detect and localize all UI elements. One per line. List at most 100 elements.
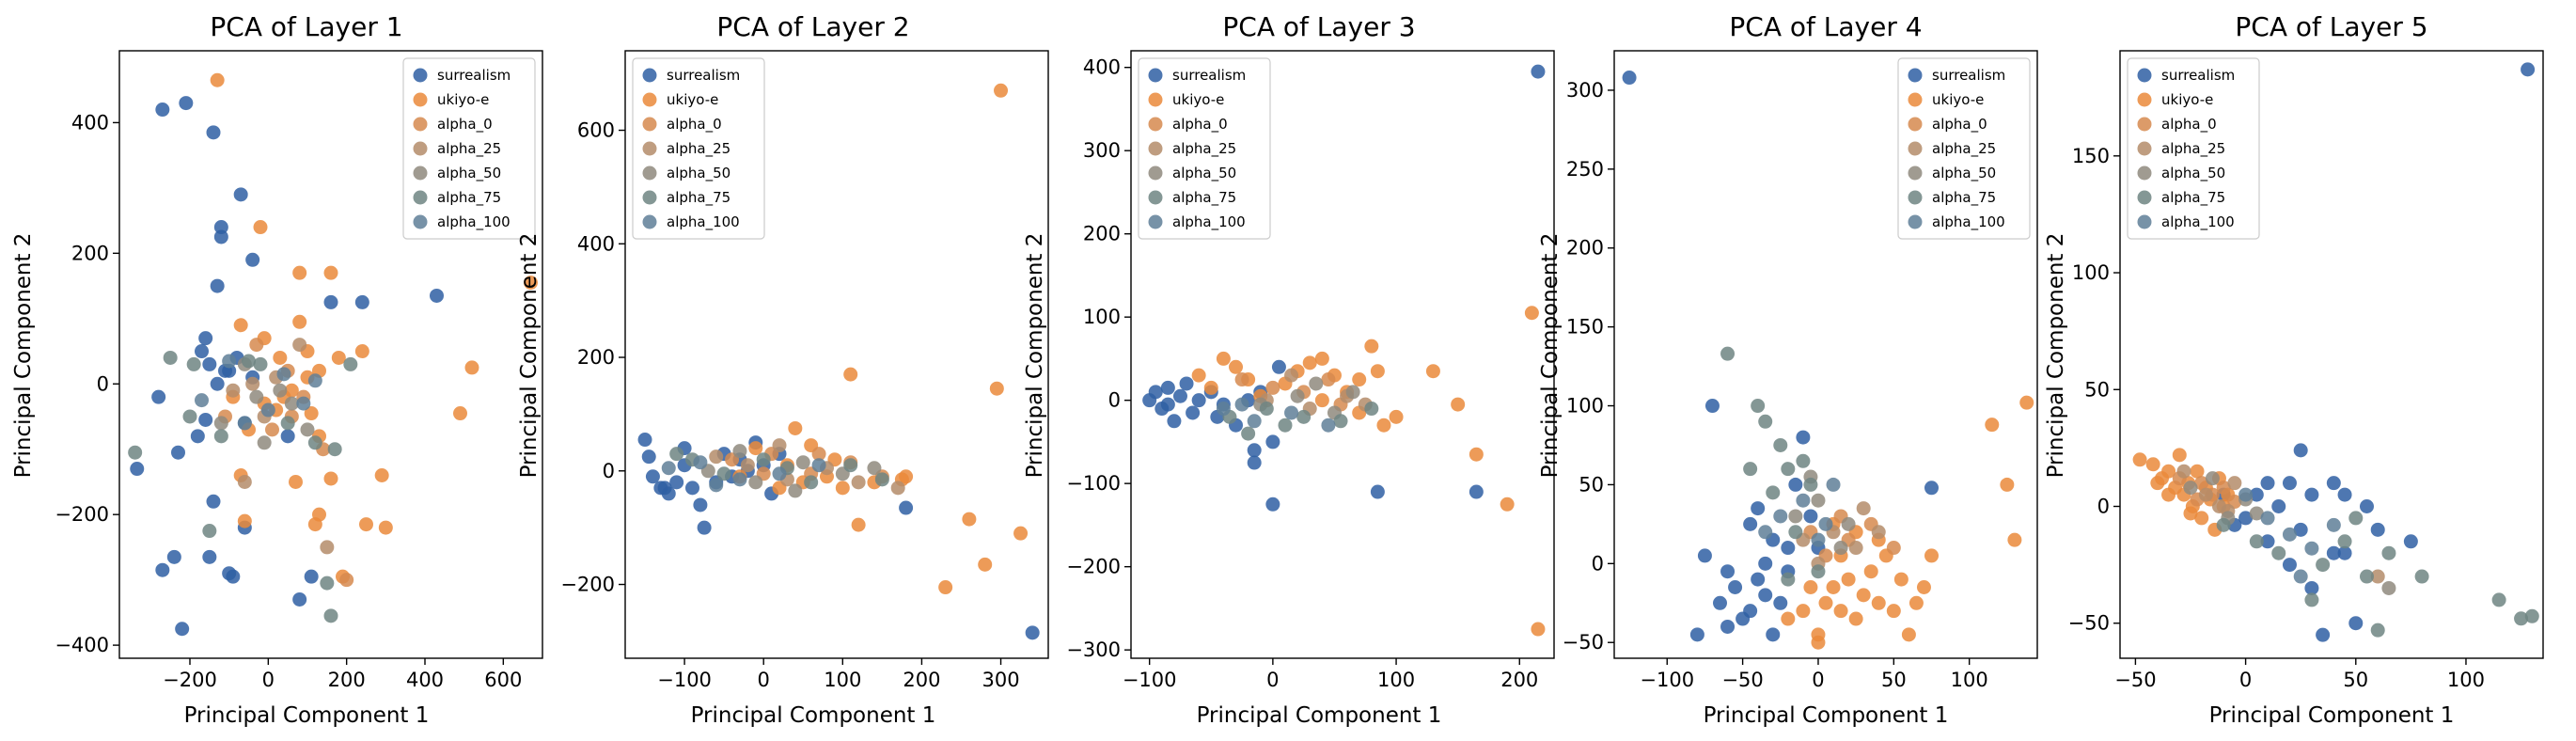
scatter-point <box>1916 579 1931 594</box>
x-tick-label: 300 <box>982 669 1019 691</box>
scatter-point <box>994 83 1009 98</box>
scatter-point <box>1781 541 1796 556</box>
y-tick-label: −400 <box>55 634 109 656</box>
legend-marker <box>2137 214 2152 229</box>
scatter-point <box>1908 595 1924 610</box>
legend-marker <box>1148 214 1163 229</box>
scatter-point <box>788 483 803 498</box>
legend-label: alpha_50 <box>667 165 730 182</box>
scatter-point <box>740 458 755 473</box>
legend-frame <box>1138 57 1271 240</box>
legend-label: alpha_75 <box>667 189 730 207</box>
scatter-point <box>1720 564 1736 579</box>
legend-marker <box>1148 141 1163 156</box>
scatter-point <box>1451 397 1466 412</box>
scatter-point <box>2491 592 2506 607</box>
scatter-point <box>1186 405 1201 420</box>
y-axis-label: Principal Component 2 <box>1538 233 1563 479</box>
scatter-point <box>788 420 803 435</box>
scatter-point <box>296 396 311 411</box>
y-tick-label: −300 <box>1066 639 1121 661</box>
legend-label: alpha_50 <box>1932 165 1996 182</box>
scatter-point <box>2198 487 2213 502</box>
scatter-point <box>1796 493 1811 508</box>
legend-marker <box>1148 117 1163 132</box>
scatter-point <box>1697 548 1712 563</box>
tick-group: −100 0 100 200 −300 −200 −100 0 100 200 300 400 <box>1066 56 1538 691</box>
subplot-title: PCA of Layer 3 <box>1222 11 1415 42</box>
y-tick-label: −100 <box>1066 472 1121 495</box>
scatter-point <box>453 406 467 421</box>
scatter-point <box>155 562 170 577</box>
x-tick-label: 200 <box>1500 669 1538 691</box>
y-tick-label: −50 <box>1563 631 1604 654</box>
scatter-point <box>645 469 660 484</box>
legend-marker <box>642 141 657 156</box>
scatter-point <box>962 512 977 527</box>
scatter-point <box>1160 380 1175 395</box>
x-tick-label: 100 <box>1951 669 1988 691</box>
scatter-point <box>1302 355 1317 370</box>
scatter-point <box>2304 592 2319 607</box>
scatter-point <box>2304 487 2319 502</box>
scatter-point <box>2161 464 2176 479</box>
scatter-point <box>1284 368 1299 383</box>
legend-label: surrealism <box>667 67 740 84</box>
scatter-point <box>195 393 209 408</box>
scatter-point <box>2260 476 2275 491</box>
scatter-point <box>2249 506 2264 521</box>
x-tick-label: 600 <box>484 669 522 691</box>
legend-marker <box>413 190 428 205</box>
scatter-point <box>323 608 338 623</box>
scatter-point <box>1234 372 1249 387</box>
y-axis-label: Principal Component 2 <box>11 233 36 479</box>
y-tick-label: 0 <box>2097 496 2110 518</box>
x-tick-label: 100 <box>1377 669 1415 691</box>
scatter-point <box>1871 525 1886 540</box>
scatter-point <box>874 472 889 487</box>
scatter-point <box>2304 580 2319 595</box>
scatter-point <box>210 72 225 87</box>
plot-frame <box>624 50 1049 659</box>
scatter-point <box>1758 414 1773 429</box>
x-tick-label: 200 <box>328 669 366 691</box>
scatter-point <box>1773 509 1788 524</box>
y-tick-label: 150 <box>1566 316 1604 339</box>
scatter-point <box>867 461 882 476</box>
scatter-point <box>1781 611 1796 626</box>
scatter-point <box>242 354 256 369</box>
y-tick-label: 600 <box>577 119 615 142</box>
legend-label: alpha_100 <box>1172 213 1246 231</box>
scatter-point <box>2326 545 2341 560</box>
scatter-point <box>292 338 307 353</box>
y-tick-label: 200 <box>1566 237 1604 260</box>
scatter-point <box>2337 534 2352 549</box>
scatter-point <box>1766 485 1781 500</box>
scatter-point <box>128 445 143 460</box>
x-tick-label: 0 <box>262 669 275 691</box>
plot-frame <box>1130 50 1555 659</box>
plot-frame <box>2119 50 2544 659</box>
scatter-point <box>1314 393 1329 408</box>
scatter-point <box>292 591 307 607</box>
y-tick-label: −200 <box>55 503 109 526</box>
legend-label: ukiyo-e <box>667 91 718 108</box>
scatter-point <box>307 373 322 388</box>
plot-frame <box>1613 50 2038 659</box>
y-tick-label: 50 <box>2084 378 2110 401</box>
scatter-point <box>1856 501 1871 516</box>
scatter-point <box>1886 541 1901 556</box>
legend-label: alpha_100 <box>667 213 740 231</box>
scatter-point <box>307 435 322 450</box>
scatter-point <box>273 383 288 398</box>
x-axis-label: Principal Component 1 <box>691 703 936 728</box>
scatter-point <box>1167 414 1182 429</box>
scatter-point <box>772 466 787 481</box>
scatter-point <box>1751 399 1766 414</box>
scatter-point <box>661 461 676 476</box>
legend-marker <box>642 190 657 205</box>
scatter-point <box>331 350 346 365</box>
y-tick-label: 400 <box>577 232 615 255</box>
scatter-point <box>709 449 724 465</box>
scatter-point <box>1247 455 1262 470</box>
